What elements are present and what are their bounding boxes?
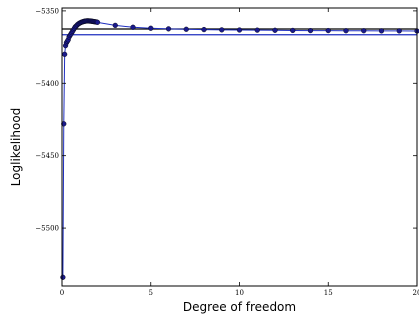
x-tick-label: 15 xyxy=(324,289,333,297)
data-point xyxy=(307,27,314,34)
y-tick-label: −5400 xyxy=(35,80,59,88)
plot-frame xyxy=(61,7,418,287)
data-point xyxy=(219,27,225,33)
series-line-0 xyxy=(62,20,418,278)
data-point xyxy=(378,28,385,34)
data-point xyxy=(361,28,367,34)
data-point xyxy=(325,27,331,34)
data-point xyxy=(272,27,278,33)
data-point xyxy=(396,28,402,34)
x-tick-label: 5 xyxy=(149,289,153,297)
x-axis-label: Degree of freedom xyxy=(183,300,296,314)
y-tick-label: −5450 xyxy=(35,152,59,160)
axis-ticks: 0 5 10 15 20 −5350 −5400 −5450 −5500 xyxy=(35,7,419,297)
plot-marks xyxy=(60,18,419,280)
data-point xyxy=(112,22,118,28)
data-point xyxy=(148,25,154,31)
y-axis-label: Loglikelihood xyxy=(9,108,23,187)
data-point xyxy=(61,121,67,127)
data-point xyxy=(201,26,207,33)
data-point xyxy=(343,28,349,34)
y-tick-label: −5500 xyxy=(35,225,59,233)
data-point xyxy=(94,19,101,25)
x-tick-label: 10 xyxy=(235,289,244,297)
y-tick-label: −5350 xyxy=(35,7,59,15)
data-point xyxy=(165,26,172,32)
data-point xyxy=(130,24,136,30)
data-point xyxy=(62,51,68,57)
x-tick-label: 20 xyxy=(413,289,419,297)
data-point xyxy=(183,26,189,32)
data-point xyxy=(236,27,243,33)
data-point xyxy=(290,27,296,34)
data-point xyxy=(254,27,260,33)
x-tick-label: 0 xyxy=(60,289,64,297)
data-point xyxy=(60,274,66,280)
